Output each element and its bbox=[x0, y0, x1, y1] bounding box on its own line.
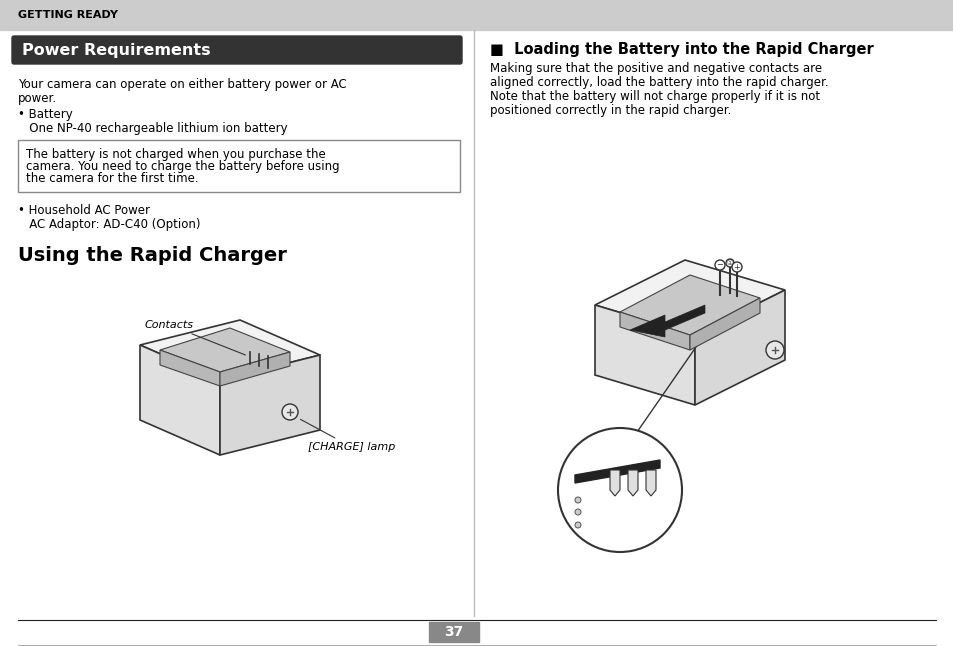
Text: Power Requirements: Power Requirements bbox=[22, 43, 211, 57]
Text: +: + bbox=[733, 262, 740, 271]
Polygon shape bbox=[627, 470, 638, 496]
Polygon shape bbox=[619, 312, 689, 350]
Polygon shape bbox=[689, 298, 760, 350]
Text: Note that the battery will not charge properly if it is not: Note that the battery will not charge pr… bbox=[490, 90, 820, 103]
Polygon shape bbox=[140, 320, 319, 380]
Text: power.: power. bbox=[18, 92, 57, 105]
Text: GETTING READY: GETTING READY bbox=[18, 10, 118, 20]
Polygon shape bbox=[595, 305, 695, 405]
Text: Your camera can operate on either battery power or AC: Your camera can operate on either batter… bbox=[18, 78, 346, 91]
Text: the camera for the first time.: the camera for the first time. bbox=[26, 172, 198, 185]
Circle shape bbox=[575, 497, 580, 503]
Text: • Battery: • Battery bbox=[18, 108, 72, 121]
FancyBboxPatch shape bbox=[12, 36, 461, 64]
Text: positioned correctly in the rapid charger.: positioned correctly in the rapid charge… bbox=[490, 104, 731, 117]
Text: • Household AC Power: • Household AC Power bbox=[18, 204, 150, 217]
Polygon shape bbox=[629, 305, 704, 337]
Polygon shape bbox=[619, 275, 760, 335]
Text: Contacts: Contacts bbox=[145, 320, 245, 355]
Text: −: − bbox=[716, 260, 722, 269]
Text: ①: ① bbox=[726, 260, 732, 266]
Polygon shape bbox=[595, 260, 784, 335]
Polygon shape bbox=[220, 352, 290, 386]
Circle shape bbox=[575, 522, 580, 528]
Text: AC Adaptor: AD-C40 (Option): AC Adaptor: AD-C40 (Option) bbox=[18, 218, 200, 231]
Circle shape bbox=[765, 341, 783, 359]
Polygon shape bbox=[575, 460, 659, 483]
Polygon shape bbox=[695, 290, 784, 405]
Bar bbox=[18, 140, 459, 192]
Text: Using the Rapid Charger: Using the Rapid Charger bbox=[18, 246, 287, 265]
Polygon shape bbox=[645, 470, 656, 496]
Text: Making sure that the positive and negative contacts are: Making sure that the positive and negati… bbox=[490, 62, 821, 75]
Circle shape bbox=[731, 262, 741, 272]
Polygon shape bbox=[160, 328, 290, 372]
Text: ■  Loading the Battery into the Rapid Charger: ■ Loading the Battery into the Rapid Cha… bbox=[490, 42, 873, 57]
Text: One NP-40 rechargeable lithium ion battery: One NP-40 rechargeable lithium ion batte… bbox=[18, 122, 287, 135]
Text: 37: 37 bbox=[444, 625, 463, 639]
Circle shape bbox=[575, 509, 580, 515]
Bar bbox=[0, 0, 953, 30]
Circle shape bbox=[725, 259, 733, 267]
Text: [CHARGE] lamp: [CHARGE] lamp bbox=[300, 419, 395, 452]
Text: camera. You need to charge the battery before using: camera. You need to charge the battery b… bbox=[26, 160, 339, 173]
Polygon shape bbox=[609, 470, 619, 496]
Circle shape bbox=[282, 404, 297, 420]
Text: The battery is not charged when you purchase the: The battery is not charged when you purc… bbox=[26, 148, 325, 161]
Polygon shape bbox=[220, 355, 319, 455]
Circle shape bbox=[558, 428, 681, 552]
Text: aligned correctly, load the battery into the rapid charger.: aligned correctly, load the battery into… bbox=[490, 76, 828, 89]
Polygon shape bbox=[160, 350, 220, 386]
Polygon shape bbox=[140, 345, 220, 455]
Circle shape bbox=[714, 260, 724, 270]
Bar bbox=[429, 622, 478, 642]
